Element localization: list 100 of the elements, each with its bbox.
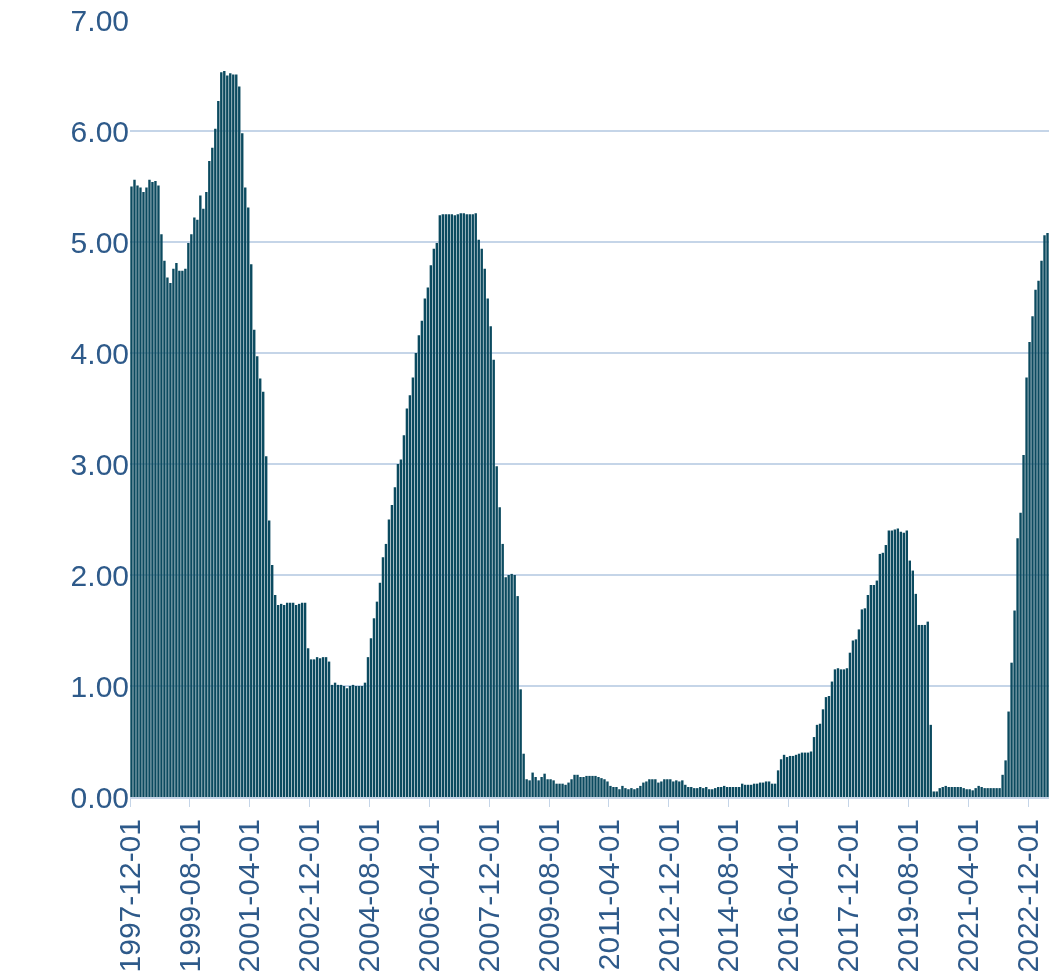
bar [151,182,154,797]
bar [609,785,612,797]
x-tick-label: 2016-04-01 [771,819,805,973]
bar [591,775,594,797]
y-tick-label: 4.00 [70,336,129,370]
bar [672,781,675,797]
y-tick-label: 1.00 [70,669,129,703]
bar [965,789,968,797]
bar [157,185,160,797]
bar [133,179,136,797]
bar [597,777,600,797]
bar [980,787,983,797]
bar [636,788,639,797]
bar [977,785,980,797]
x-tick-label: 2012-12-01 [651,819,685,973]
x-tick-label: 2017-12-01 [831,819,865,973]
bar [558,783,561,797]
bar [642,782,645,797]
bar [1046,233,1049,797]
bar [660,781,663,797]
bar [630,788,633,797]
bar [561,783,564,797]
y-tick-label: 2.00 [70,558,129,592]
bar [570,779,573,797]
bar [615,787,618,797]
bar [669,779,672,797]
bar [193,217,196,797]
bar [142,192,145,797]
bar [974,788,977,797]
bar [579,777,582,797]
x-tick-label: 2009-08-01 [531,819,565,973]
x-tick-label: 2021-04-01 [950,819,984,973]
bar [540,777,543,797]
bar [139,187,142,797]
bar [681,780,684,797]
bar [645,781,648,797]
bar [651,779,654,797]
y-tick-label: 5.00 [70,225,129,259]
bar [594,775,597,797]
x-tick-label: 2006-04-01 [412,819,446,973]
bar [534,777,537,797]
bar [989,788,992,797]
bar [663,779,666,797]
y-tick-label: 7.00 [70,3,129,37]
bar [606,781,609,797]
bar [962,788,965,797]
bar [971,790,974,797]
x-tick-label: 2007-12-01 [471,819,505,973]
x-tick-label: 1999-08-01 [172,819,206,973]
y-tick-label: 6.00 [70,114,129,148]
bar [543,773,546,797]
bar [1043,235,1046,797]
bar [600,778,603,797]
bar [513,575,516,797]
bar [552,780,555,797]
bar [555,783,558,797]
bar [983,788,986,797]
bar [537,780,540,797]
bar [573,774,576,797]
bar [627,789,630,797]
y-tick-label: 3.00 [70,447,129,481]
bar [181,270,184,797]
bar [507,575,510,797]
bar [585,775,588,797]
x-tick-label: 2004-08-01 [352,819,386,973]
bar [612,787,615,797]
bar [148,179,151,797]
bar [666,779,669,797]
bar [648,779,651,797]
bar [199,195,202,797]
bar [603,779,606,797]
bar [639,785,642,797]
bar [657,782,660,797]
bar [588,775,591,797]
bar [621,785,624,797]
x-tick-label: 1997-12-01 [112,819,146,973]
bar [618,789,621,797]
x-tick-label: 2002-12-01 [292,819,326,973]
bar [995,788,998,797]
bar [510,573,513,797]
x-tick-label: 2022-12-01 [1010,819,1044,973]
bar [175,263,178,797]
bar [624,788,627,797]
y-tick-label: 0.00 [70,780,129,814]
x-tick-label: 2019-08-01 [891,819,925,973]
x-tick-label: 2011-04-01 [591,819,625,971]
x-tick-label: 2001-04-01 [232,819,266,973]
bar [968,789,971,797]
bar [576,774,579,797]
bar [654,779,657,797]
bar [531,772,534,797]
bar [986,788,989,797]
bar [582,777,585,797]
bar [992,788,995,797]
bar [567,782,570,797]
bar [678,781,681,797]
bar [549,779,552,797]
bar [675,780,678,797]
bar [154,180,157,797]
x-tick-label: 2014-08-01 [711,819,745,973]
